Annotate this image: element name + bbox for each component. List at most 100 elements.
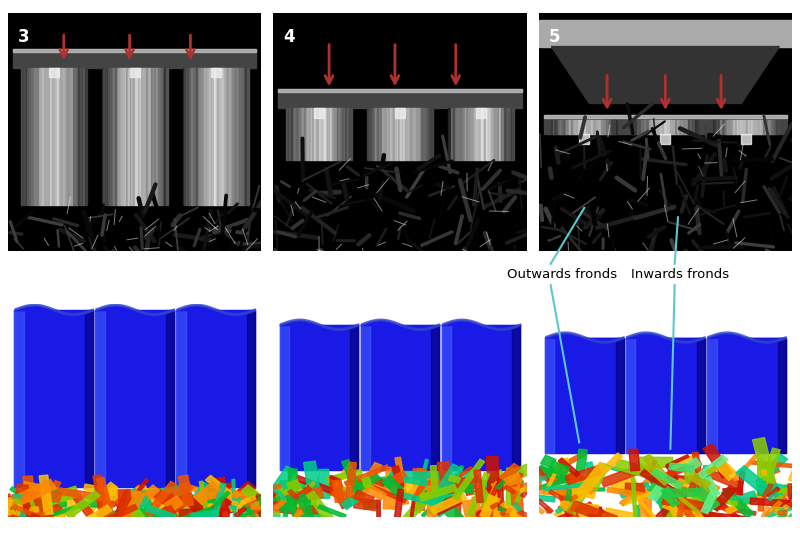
Polygon shape [704,494,738,506]
Polygon shape [558,499,577,510]
Bar [644,120,646,134]
Polygon shape [666,455,689,467]
Polygon shape [650,485,673,503]
Polygon shape [229,490,236,505]
Bar [138,68,140,205]
Polygon shape [490,499,505,509]
Polygon shape [402,496,429,523]
Bar [346,108,347,160]
Polygon shape [410,474,446,513]
Polygon shape [714,460,738,480]
Polygon shape [43,497,50,508]
Bar [612,120,614,134]
Polygon shape [14,498,22,506]
Polygon shape [286,495,302,522]
Bar [717,120,718,134]
Polygon shape [133,495,150,509]
Bar [726,120,728,134]
Polygon shape [97,507,143,518]
Polygon shape [69,489,93,516]
Polygon shape [0,501,39,516]
Polygon shape [415,468,449,484]
Polygon shape [472,496,481,510]
Bar [21,68,22,205]
Bar [22,68,24,205]
Polygon shape [330,475,341,482]
Polygon shape [208,487,218,503]
Polygon shape [694,470,700,513]
Polygon shape [700,482,720,499]
Bar [601,120,602,134]
Polygon shape [518,510,535,521]
Bar [707,338,717,453]
Bar [238,68,241,205]
Polygon shape [656,474,694,484]
Bar [206,68,207,205]
Bar [763,120,765,134]
Bar [398,108,400,160]
Polygon shape [344,465,389,486]
Bar [278,89,522,108]
Polygon shape [750,461,798,468]
Bar [413,108,415,160]
Polygon shape [697,490,712,516]
Polygon shape [427,479,437,526]
Bar [776,120,778,134]
Polygon shape [232,490,275,508]
Bar [338,108,340,160]
Polygon shape [94,490,112,511]
Bar [771,120,773,134]
Bar [77,68,78,205]
Bar [512,108,514,160]
Bar [143,68,145,205]
Polygon shape [179,483,205,518]
Bar [327,108,329,160]
Polygon shape [206,475,246,508]
Bar [574,120,576,134]
Bar [151,68,153,205]
Polygon shape [36,502,52,520]
Polygon shape [392,466,405,490]
Polygon shape [115,499,126,508]
Polygon shape [330,479,334,495]
Bar [150,68,151,205]
Bar [454,108,456,160]
Bar [105,68,106,205]
Bar [456,108,458,160]
Polygon shape [600,464,646,487]
Bar [66,68,69,205]
Bar [594,120,596,134]
Bar [307,108,309,160]
Bar [130,68,131,205]
Polygon shape [694,487,720,510]
Bar [207,68,209,205]
Polygon shape [66,508,77,522]
Polygon shape [258,497,265,506]
Polygon shape [266,513,280,518]
Polygon shape [640,470,687,501]
Polygon shape [491,479,503,496]
Polygon shape [159,494,175,504]
Polygon shape [139,508,167,521]
Bar [632,120,634,134]
Polygon shape [18,491,43,527]
Bar [27,68,29,205]
Bar [538,20,792,46]
Polygon shape [255,499,302,515]
Polygon shape [652,469,683,488]
Bar [42,68,44,205]
Polygon shape [255,494,267,500]
Polygon shape [304,461,321,496]
Polygon shape [275,487,324,506]
Bar [166,68,168,205]
Polygon shape [445,467,473,486]
Polygon shape [462,484,474,493]
Polygon shape [474,470,483,503]
Polygon shape [10,495,24,512]
Polygon shape [644,464,669,485]
Bar [666,120,667,134]
Bar [395,108,405,118]
Polygon shape [297,501,302,532]
Polygon shape [470,505,510,526]
Polygon shape [353,473,381,492]
